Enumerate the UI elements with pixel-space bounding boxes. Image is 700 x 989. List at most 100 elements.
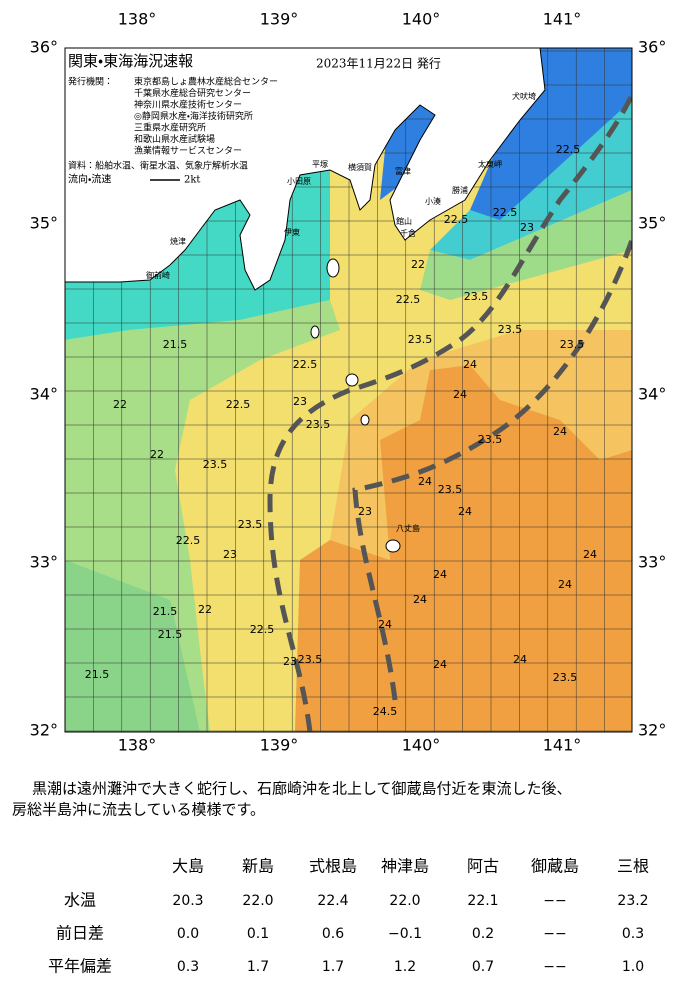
- issue-date: 2023年11月22日 発行: [316, 57, 441, 71]
- contour-label: 21.5: [85, 668, 110, 681]
- contour-label: 21.5: [158, 628, 183, 641]
- contour-label: 24: [378, 618, 392, 631]
- table-header: 御蔵島: [531, 857, 579, 876]
- contour-label: 22.5: [444, 213, 469, 226]
- table-header: 阿古: [467, 857, 499, 876]
- table-header: 新島: [242, 857, 274, 876]
- table-cell: 22.0: [389, 893, 420, 909]
- place-name: 富津: [395, 166, 411, 176]
- contour-label: 24: [558, 578, 572, 591]
- row-label: 水温: [64, 891, 96, 910]
- place-name: 御前崎: [146, 270, 170, 280]
- contour-label: 24: [418, 475, 432, 488]
- contour-label: 23.5: [553, 671, 578, 684]
- row-label: 平年偏差: [48, 957, 112, 976]
- kuroshio-path: [267, 93, 632, 732]
- lon-label: 138°: [118, 736, 157, 755]
- island: [345, 373, 359, 387]
- contour-label: 24: [458, 505, 472, 518]
- place-name: 太東岬: [478, 159, 502, 169]
- sea-blue: [470, 48, 632, 220]
- contour-label: 24: [433, 658, 447, 671]
- table-cell: 0.1: [247, 926, 269, 942]
- contour-label: 24: [583, 548, 597, 561]
- island: [326, 258, 340, 278]
- lon-label: 140°: [402, 736, 441, 755]
- place-name: 横須賀: [348, 162, 372, 172]
- table-cell: 22.1: [467, 893, 498, 909]
- contour-label: 22.5: [250, 623, 275, 636]
- caption: 房総半島沖に流去している模様です。: [12, 801, 265, 819]
- contour-label: 23.5: [478, 433, 503, 446]
- contour-label: 23: [223, 548, 237, 561]
- contour-label: 23.5: [464, 290, 489, 303]
- table-cell: −−: [543, 959, 566, 975]
- island: [360, 414, 370, 426]
- contour-label: 22: [150, 448, 164, 461]
- table-cell: 0.6: [322, 926, 344, 942]
- table-cell: 0.3: [622, 926, 644, 942]
- contour-label: 21.5: [153, 605, 178, 618]
- table-cell: 0.3: [177, 959, 199, 975]
- place-name: 館山: [396, 216, 412, 226]
- publisher-label: 発行機関：: [68, 76, 113, 88]
- contour-label: 21.5: [163, 338, 188, 351]
- table-cell: 1.7: [322, 959, 344, 975]
- publisher: 千葉県水産総合研究センター: [134, 87, 251, 99]
- caption: 黒潮は遠州灘沖で大きく蛇行し、石廊崎沖を北上して御蔵島付近を東流した後、: [32, 780, 572, 798]
- lon-label: 141°: [543, 10, 582, 29]
- place-name: 焼津: [170, 236, 186, 246]
- contour-label: 23.5: [498, 323, 523, 336]
- contour-label: 24: [463, 358, 477, 371]
- contour-label: 22: [411, 258, 425, 271]
- table-header: 式根島: [309, 857, 357, 876]
- contour-label: 22.5: [493, 206, 518, 219]
- contour-label: 23.5: [238, 518, 263, 531]
- table-cell: 0.2: [472, 926, 494, 942]
- island: [310, 325, 320, 339]
- contour-label: 24: [553, 425, 567, 438]
- table-cell: 23.2: [617, 893, 648, 909]
- contour-label: 24: [453, 388, 467, 401]
- island: [385, 539, 401, 553]
- contour-label: 22.5: [556, 143, 581, 156]
- table-header: 神津島: [381, 857, 429, 876]
- lat-label: 35°: [638, 214, 666, 233]
- table-cell: 1.0: [622, 959, 644, 975]
- table-cell: 20.3: [172, 893, 203, 909]
- sea-green: [420, 190, 632, 300]
- lat-label: 34°: [30, 385, 58, 404]
- place-name: 小湊: [425, 196, 441, 206]
- contour-label: 23: [283, 655, 297, 668]
- contour-label: 22: [198, 603, 212, 616]
- contour-label: 23: [520, 221, 534, 234]
- kuroshio-path: [352, 239, 632, 701]
- place-name: 伊東: [284, 227, 300, 237]
- publisher: 東京都島しょ農林水産総合センター: [134, 76, 278, 88]
- flow-legend: 流向・流速: [68, 173, 111, 186]
- contour-label: 23.5: [203, 458, 228, 471]
- contour-label: 23.5: [408, 333, 433, 346]
- map-frame: [64, 47, 633, 733]
- map-title: 関東・東海海況速報: [68, 52, 193, 70]
- lon-label: 138°: [118, 10, 157, 29]
- lon-label: 141°: [543, 736, 582, 755]
- contour-label: 23: [293, 395, 307, 408]
- source: 資料：船舶水温、衛星水温、気象庁解析水温: [68, 160, 248, 172]
- place-name: 平塚: [312, 160, 328, 169]
- table-header: 三根: [617, 857, 649, 876]
- publisher: 和歌山県水産試験場: [134, 133, 215, 145]
- table-cell: −−: [543, 893, 566, 909]
- lat-label: 35°: [30, 214, 58, 233]
- table-cell: 1.7: [247, 959, 269, 975]
- lat-label: 36°: [638, 38, 666, 57]
- publisher: 三重県水産研究所: [134, 122, 206, 134]
- publisher: 漁業情報サービスセンター: [134, 145, 242, 157]
- table-cell: 22.0: [242, 893, 273, 909]
- table-cell: 0.7: [472, 959, 494, 975]
- place-name: 八丈島: [396, 523, 420, 533]
- contour-label: 23.5: [560, 338, 585, 351]
- contour-label: 22.5: [226, 398, 251, 411]
- contour-label: 24: [433, 568, 447, 581]
